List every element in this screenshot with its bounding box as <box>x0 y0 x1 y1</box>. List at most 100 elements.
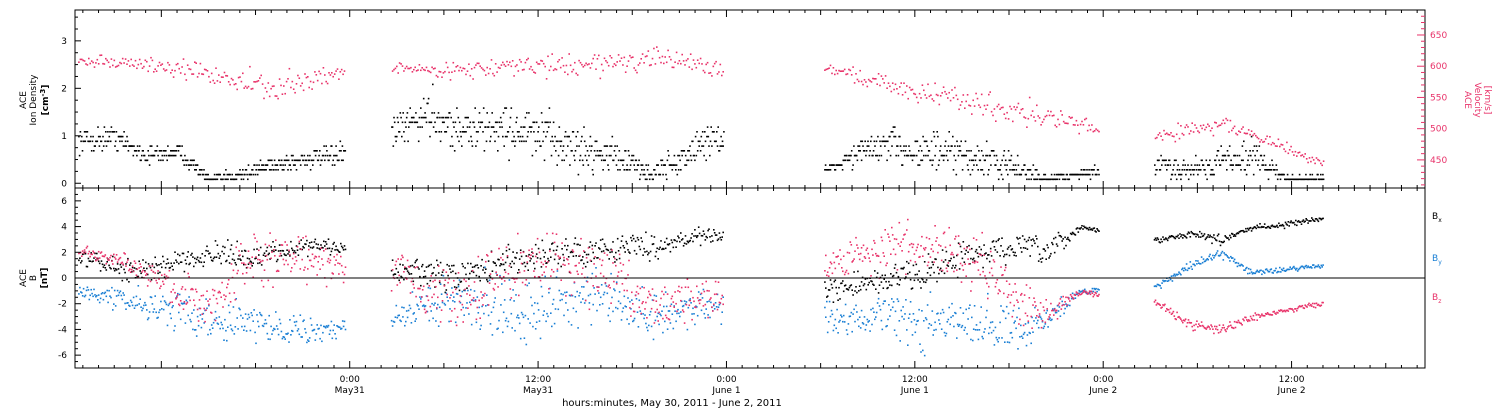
bx-point-1093 <box>1308 220 1310 222</box>
ion-density-point-222 <box>235 173 237 176</box>
ion-density-point-956 <box>899 145 902 147</box>
ion-density-point-271 <box>269 159 272 162</box>
ion-density-point-1355 <box>1236 154 1239 157</box>
by-point-271 <box>333 324 335 326</box>
bx-point-284 <box>390 269 393 272</box>
velocity-point-198 <box>404 67 407 70</box>
velocity-point-362 <box>636 71 638 74</box>
velocity-point-659 <box>1211 127 1213 129</box>
velocity-point-447 <box>856 78 859 81</box>
ion-density-point-456 <box>446 116 448 119</box>
bx-point-391 <box>491 270 494 272</box>
velocity-point-687 <box>1250 130 1253 132</box>
ion-density-point-174 <box>201 169 203 171</box>
ion-density-point-1024 <box>947 145 950 147</box>
velocity-point-399 <box>688 66 691 68</box>
bz-point-18 <box>95 259 97 262</box>
by-point-448 <box>545 320 547 323</box>
ion-density-point-83 <box>136 145 139 147</box>
ion-density-point-276 <box>273 169 275 171</box>
velocity-point-210 <box>421 67 423 69</box>
by-point-749 <box>929 291 932 293</box>
bx-point-1041 <box>1259 223 1261 225</box>
by-point-666 <box>851 330 853 333</box>
velocity-point-140 <box>275 95 278 97</box>
velocity-point-148 <box>287 78 289 80</box>
bx-point-311 <box>416 258 418 261</box>
bx-point-774 <box>953 256 955 259</box>
ion-density-point-932 <box>882 135 885 138</box>
bx-point-643 <box>829 279 832 281</box>
ion-density-point-537 <box>503 145 505 147</box>
bx-point-406 <box>505 249 508 252</box>
by-point-815 <box>991 321 994 323</box>
bx-point-348 <box>451 264 453 267</box>
by-point-553 <box>644 314 646 316</box>
bz-point-454 <box>551 268 553 271</box>
ion-density-point-446 <box>439 116 441 119</box>
velocity-point-419 <box>716 73 719 75</box>
by-point-1057 <box>1274 269 1276 272</box>
velocity-point-528 <box>971 113 973 115</box>
ion-density-point-1282 <box>1185 173 1187 176</box>
ion-density-point-1057 <box>971 159 973 162</box>
bz-point-24 <box>100 251 103 253</box>
ion-density-point-1375 <box>1250 135 1253 138</box>
ion-density-point-657 <box>588 154 590 157</box>
ion-density-point-1312 <box>1206 178 1208 181</box>
bx-point-69 <box>143 267 145 269</box>
bz-point-136 <box>206 290 208 292</box>
by-point-455 <box>551 303 554 305</box>
by-point-649 <box>835 327 837 330</box>
bz-point-354 <box>456 316 459 318</box>
bz-point-93 <box>165 275 168 277</box>
bz-point-212 <box>277 270 280 272</box>
ion-density-point-238 <box>246 173 248 176</box>
bx-point-768 <box>947 265 950 267</box>
velocity-point-526 <box>968 104 970 107</box>
ion-density-point-701 <box>619 169 621 171</box>
by-point-88 <box>161 308 163 310</box>
ion-density-point-293 <box>285 159 287 162</box>
bx-point-543 <box>634 240 637 243</box>
bz-point-118 <box>189 299 191 302</box>
bx-point-1089 <box>1304 220 1306 223</box>
ion-density-point-1111 <box>1009 169 1011 171</box>
velocity-point-189 <box>391 70 394 72</box>
ion-density-point-1442 <box>1298 178 1300 181</box>
ion-density-point-637 <box>574 159 576 162</box>
bx-point-1036 <box>1254 226 1257 229</box>
bx-point-1056 <box>1273 225 1275 228</box>
bz-point-463 <box>559 256 561 259</box>
by-point-1092 <box>1307 265 1309 267</box>
by-point-709 <box>891 306 894 309</box>
by-point-922 <box>1092 290 1095 293</box>
bx-point-0 <box>78 259 80 262</box>
bx-point-807 <box>984 253 986 255</box>
bx-point-617 <box>704 239 707 241</box>
bx-point-640 <box>826 295 829 297</box>
bx-point-700 <box>883 278 885 280</box>
ion-density-point-319 <box>303 154 306 157</box>
bz-point-79 <box>152 270 155 273</box>
ion-density-point-331 <box>312 164 314 166</box>
ion-density-point-982 <box>918 150 920 152</box>
bz-point-360 <box>462 321 464 323</box>
bz-point-494 <box>588 308 591 311</box>
ion-density-point-253 <box>256 173 259 176</box>
ion-density-point-964 <box>905 145 907 147</box>
by-point-513 <box>606 292 609 295</box>
bx-point-108 <box>179 261 182 263</box>
bx-point-419 <box>518 269 520 271</box>
velocity-point-390 <box>675 51 678 54</box>
by-point-1103 <box>1317 264 1320 266</box>
bx-point-661 <box>846 288 849 290</box>
velocity-point-642 <box>1187 126 1189 128</box>
by-point-119 <box>190 320 192 323</box>
velocity-point-423 <box>722 71 724 73</box>
bz-point-510 <box>603 252 606 254</box>
velocity-point-592 <box>1061 114 1063 116</box>
ion-density-point-91 <box>142 150 144 152</box>
bx-point-881 <box>1053 251 1056 254</box>
ion-density-point-739 <box>646 178 648 181</box>
